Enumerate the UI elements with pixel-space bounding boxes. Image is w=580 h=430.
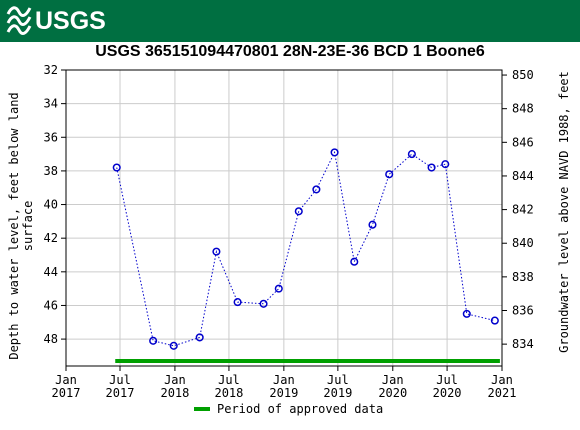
- data-point: [259, 299, 268, 308]
- x-tick-label-month: Jan: [491, 373, 513, 387]
- x-tick-label-month: Jan: [55, 373, 77, 387]
- x-tick-label-year: 2017: [106, 386, 135, 400]
- y-right-tick-label: 838: [512, 270, 534, 284]
- x-tick-label-year: 2019: [269, 386, 298, 400]
- data-point: [385, 170, 394, 179]
- y-right-tick-label: 844: [512, 169, 534, 183]
- y-axis-right-label: Groundwater level above NAVD 1988, feet: [557, 71, 571, 353]
- x-tick-label-month: Jul: [436, 373, 458, 387]
- usgs-logo-text: USGS: [35, 6, 106, 35]
- data-point: [441, 160, 450, 169]
- x-tick-label-year: 2017: [52, 386, 81, 400]
- series-layer: [112, 148, 500, 363]
- x-tick-label-year: 2018: [214, 386, 243, 400]
- data-point: [350, 257, 359, 266]
- data-point: [212, 247, 221, 256]
- grid: [65, 69, 503, 366]
- usgs-logo[interactable]: USGS: [6, 4, 106, 38]
- legend-label-approved: Period of approved data: [217, 402, 383, 416]
- x-tick-label-year: 2019: [323, 386, 352, 400]
- x-tick-label-month: Jan: [164, 373, 186, 387]
- y-right-tick-label: 850: [512, 68, 534, 82]
- data-point: [368, 220, 377, 229]
- x-tick-label-month: Jul: [327, 373, 349, 387]
- data-point: [233, 298, 242, 307]
- x-tick-label-year: 2018: [160, 386, 189, 400]
- y-left-tick-label: 46: [44, 298, 58, 312]
- x-tick-label-month: Jul: [218, 373, 240, 387]
- y-right-tick-label: 836: [512, 304, 534, 318]
- axes: 32 34 36 38 40 42 44 46 48 834 836 838 840 842 844 846 8…: [44, 63, 534, 400]
- y-right-tick-label: 842: [512, 203, 534, 217]
- data-point: [330, 148, 339, 157]
- data-point: [312, 185, 321, 194]
- x-tick-label-year: 2021: [488, 386, 517, 400]
- axis-labels: Depth to water level, feet below land su…: [7, 71, 571, 360]
- y-left-tick-label: 42: [44, 231, 58, 245]
- y-right-tick-label: 848: [512, 102, 534, 116]
- data-point: [462, 309, 471, 318]
- data-point: [407, 150, 416, 159]
- data-point: [427, 163, 436, 172]
- chart-title: USGS 365151094470801 28N-23E-36 BCD 1 Bo…: [95, 43, 485, 60]
- data-point: [149, 336, 158, 345]
- data-point: [169, 341, 178, 350]
- x-tick-label-month: Jan: [382, 373, 404, 387]
- y-axis-left-label-line1: Depth to water level, feet below land: [7, 92, 21, 359]
- series-line: [116, 150, 495, 347]
- y-left-tick-label: 44: [44, 265, 58, 279]
- y-left-tick-label: 36: [44, 130, 58, 144]
- legend: Period of approved data: [194, 402, 383, 416]
- x-tick-label-month: Jul: [109, 373, 131, 387]
- plot-frame: [65, 69, 503, 367]
- data-point: [195, 333, 204, 342]
- y-right-tick-label: 834: [512, 337, 534, 351]
- y-left-tick-label: 48: [44, 332, 58, 346]
- data-point: [294, 207, 303, 216]
- data-point: [490, 316, 499, 325]
- usgs-logo-icon: [6, 6, 32, 35]
- x-tick-label-month: Jan: [273, 373, 295, 387]
- x-tick-label-year: 2020: [433, 386, 462, 400]
- y-left-tick-label: 40: [44, 198, 58, 212]
- data-point: [112, 163, 121, 172]
- y-left-tick-label: 34: [44, 97, 58, 111]
- y-left-tick-label: 32: [44, 63, 58, 77]
- y-axis-left-label-line2: surface: [21, 201, 35, 252]
- x-tick-label-year: 2020: [378, 386, 407, 400]
- y-right-tick-label: 840: [512, 236, 534, 250]
- y-left-tick-label: 38: [44, 164, 58, 178]
- data-point: [274, 284, 283, 293]
- y-right-tick-label: 846: [512, 135, 534, 149]
- usgs-header-bar: USGS: [0, 0, 580, 42]
